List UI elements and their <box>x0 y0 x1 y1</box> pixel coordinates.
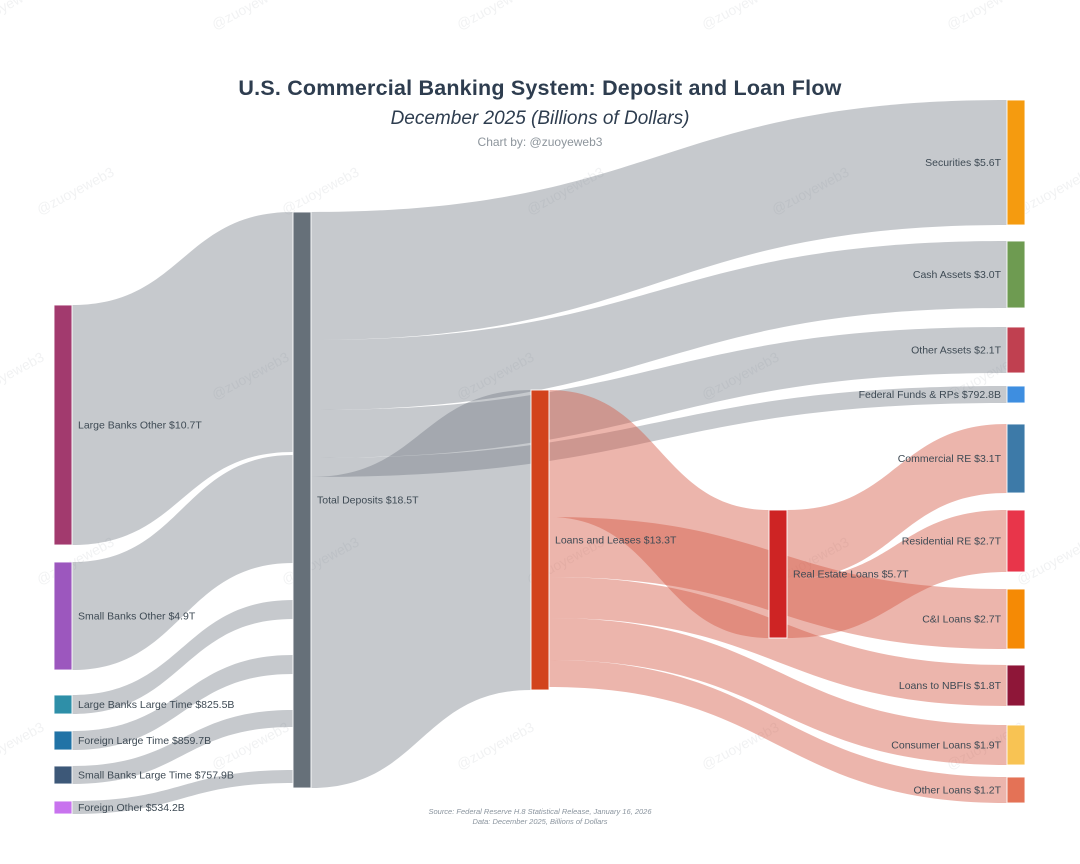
node-residential_re[interactable] <box>1006 509 1026 573</box>
source-note: Source: Federal Reserve H.8 Statistical … <box>0 807 1080 827</box>
node-re_loans[interactable] <box>768 509 788 639</box>
link-small_banks_other-to-total_deposits <box>72 455 293 670</box>
node-label-commercial_re: Commercial RE $3.1T <box>898 453 1002 465</box>
node-label-ci_loans: C&I Loans $2.7T <box>922 614 1001 626</box>
node-label-large_banks_other: Large Banks Other $10.7T <box>78 420 202 432</box>
link-loans_leases-to-re_loans <box>549 390 769 638</box>
watermark-text: @zuoyeweb3 <box>944 0 1027 33</box>
watermark-text: @zuoyeweb3 <box>0 718 47 772</box>
chart-title: U.S. Commercial Banking System: Deposit … <box>238 76 842 100</box>
watermark-text: @zuoyeweb3 <box>0 0 47 33</box>
node-label-other_loans: Other Loans $1.2T <box>913 785 1001 797</box>
node-label-small_banks_other: Small Banks Other $4.9T <box>78 611 196 623</box>
node-label-re_loans: Real Estate Loans $5.7T <box>793 569 909 581</box>
node-securities[interactable] <box>1006 99 1026 226</box>
node-other_loans[interactable] <box>1006 776 1026 804</box>
watermark-text: @zuoyeweb3 <box>34 163 117 217</box>
link-total_deposits-to-loans_leases <box>311 390 531 788</box>
watermark-text: @zuoyeweb3 <box>279 163 362 217</box>
watermark-text: @zuoyeweb3 <box>209 0 292 33</box>
link-total_deposits-to-other_assets <box>311 327 1007 458</box>
node-label-foreign_other: Foreign Other $534.2B <box>78 802 185 814</box>
link-re_loans-to-commercial_re <box>787 424 1007 579</box>
node-label-other_assets: Other Assets $2.1T <box>911 345 1001 357</box>
node-large_banks_large_time[interactable] <box>53 694 73 715</box>
sankey-nodes <box>53 99 1026 815</box>
link-small_banks_large_time-to-total_deposits <box>72 710 293 784</box>
chart-subtitle: December 2025 (Billions of Dollars) <box>390 108 690 129</box>
source-line-1: Source: Federal Reserve H.8 Statistical … <box>428 807 652 816</box>
link-large_banks_large_time-to-total_deposits <box>72 600 293 714</box>
node-label-federal_funds_rps: Federal Funds & RPs $792.8B <box>859 389 1001 401</box>
node-small_banks_other[interactable] <box>53 561 73 671</box>
node-federal_funds_rps[interactable] <box>1006 385 1026 404</box>
node-total_deposits[interactable] <box>292 211 312 789</box>
link-foreign_large_time-to-total_deposits <box>72 655 293 750</box>
source-line-2: Data: December 2025, Billions of Dollars <box>472 817 608 826</box>
node-ci_loans[interactable] <box>1006 588 1026 650</box>
node-commercial_re[interactable] <box>1006 423 1026 494</box>
node-label-foreign_large_time: Foreign Large Time $859.7B <box>78 735 211 747</box>
node-label-consumer_loans: Consumer Loans $1.9T <box>891 740 1001 752</box>
node-label-loans_to_nbfis: Loans to NBFIs $1.8T <box>899 680 1002 692</box>
node-label-large_banks_large_time: Large Banks Large Time $825.5B <box>78 699 234 711</box>
node-foreign_large_time[interactable] <box>53 730 73 751</box>
watermark-text: @zuoyeweb3 <box>454 718 537 772</box>
node-loans_leases[interactable] <box>530 389 550 691</box>
node-label-residential_re: Residential RE $2.7T <box>902 536 1002 548</box>
node-label-securities: Securities $5.6T <box>925 157 1001 169</box>
node-large_banks_other[interactable] <box>53 304 73 546</box>
link-total_deposits-to-federal_funds_rps <box>311 386 1007 477</box>
node-label-small_banks_large_time: Small Banks Large Time $757.9B <box>78 770 234 782</box>
watermark-text: @zuoyeweb3 <box>699 0 782 33</box>
link-foreign_other-to-total_deposits <box>72 770 293 814</box>
node-cash_assets[interactable] <box>1006 240 1026 309</box>
sankey-node-labels: Large Banks Other $10.7T Small Banks Othe… <box>78 157 1002 814</box>
link-loans_leases-to-other_loans <box>549 660 1007 803</box>
node-loans_to_nbfis[interactable] <box>1006 664 1026 707</box>
link-total_deposits-to-securities <box>311 100 1007 340</box>
node-label-cash_assets: Cash Assets $3.0T <box>913 269 1002 281</box>
watermark-text: @zuoyeweb3 <box>0 348 47 402</box>
node-label-total_deposits: Total Deposits $18.5T <box>317 495 419 507</box>
sankey-links <box>72 100 1007 814</box>
node-label-loans_leases: Loans and Leases $13.3T <box>555 535 677 547</box>
node-small_banks_large_time[interactable] <box>53 765 73 785</box>
link-re_loans-to-residential_re <box>787 510 1007 638</box>
node-consumer_loans[interactable] <box>1006 724 1026 766</box>
chart-credit: Chart by: @zuoyeweb3 <box>477 135 603 149</box>
watermark-text: @zuoyeweb3 <box>454 0 537 33</box>
link-loans_leases-to-consumer_loans <box>549 618 1007 765</box>
node-foreign_other[interactable] <box>53 800 73 815</box>
link-total_deposits-to-cash_assets <box>311 241 1007 410</box>
node-other_assets[interactable] <box>1006 326 1026 374</box>
link-large_banks_other-to-total_deposits <box>72 212 293 545</box>
link-loans_leases-to-loans_to_nbfis <box>549 577 1007 706</box>
